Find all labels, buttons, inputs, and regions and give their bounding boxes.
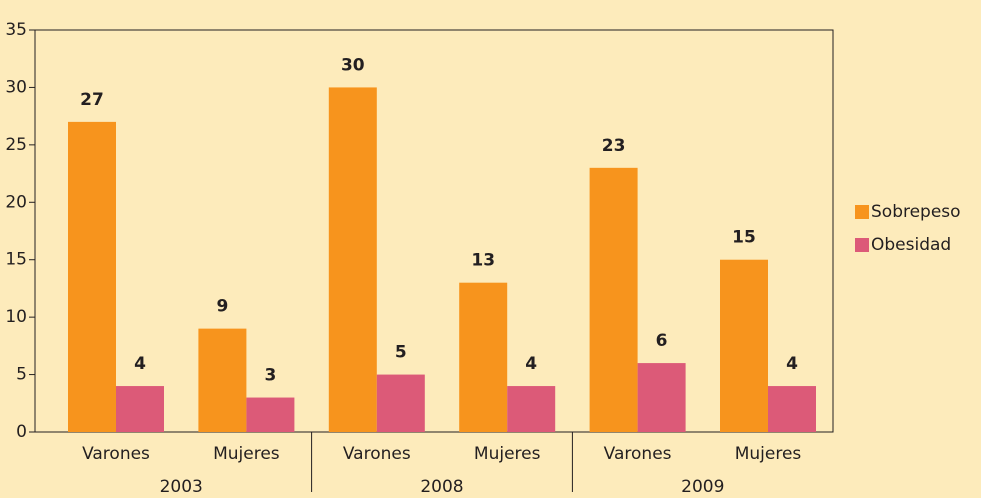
data-label: 5: [395, 343, 407, 363]
legend-label: Obesidad: [871, 235, 951, 255]
bar: [198, 328, 247, 432]
y-tick-label: 35: [5, 20, 27, 40]
bar: [376, 374, 425, 432]
group-label: 2009: [681, 477, 724, 497]
group-label: 2008: [420, 477, 463, 497]
data-label: 9: [216, 297, 228, 317]
data-label: 4: [786, 354, 798, 374]
x-tick-label: Mujeres: [474, 444, 541, 464]
legend-swatch: [855, 238, 869, 252]
data-label: 4: [525, 354, 537, 374]
bar: [68, 121, 116, 432]
y-tick-label: 5: [16, 365, 27, 385]
bar: [637, 363, 686, 432]
x-tick-label: Varones: [343, 444, 411, 464]
legend-label: Sobrepeso: [871, 202, 961, 222]
bar: [720, 259, 768, 432]
data-label: 6: [656, 331, 668, 351]
data-label: 4: [134, 354, 146, 374]
bar: [507, 386, 556, 432]
data-label: 13: [471, 251, 495, 271]
data-label: 23: [602, 136, 626, 156]
x-tick-label: Varones: [604, 444, 672, 464]
y-tick-label: 10: [5, 307, 27, 327]
data-label: 30: [341, 55, 365, 75]
bar: [328, 87, 377, 432]
bar: [459, 282, 508, 432]
y-tick-label: 20: [5, 192, 27, 212]
y-tick-label: 25: [5, 135, 27, 155]
x-tick-label: Mujeres: [735, 444, 802, 464]
bar: [589, 167, 638, 433]
x-tick-label: Varones: [82, 444, 150, 464]
bar: [116, 386, 164, 432]
data-label: 3: [264, 366, 276, 386]
y-tick-label: 15: [5, 250, 27, 270]
legend-swatch: [855, 205, 869, 219]
y-tick-label: 0: [16, 422, 27, 442]
y-tick-label: 30: [5, 77, 27, 97]
plot-frame: [34, 29, 834, 433]
x-tick-label: Mujeres: [213, 444, 280, 464]
bar: [246, 397, 295, 432]
data-label: 27: [80, 90, 104, 110]
group-label: 2003: [160, 477, 203, 497]
bar: [768, 386, 816, 432]
data-label: 15: [732, 228, 756, 248]
